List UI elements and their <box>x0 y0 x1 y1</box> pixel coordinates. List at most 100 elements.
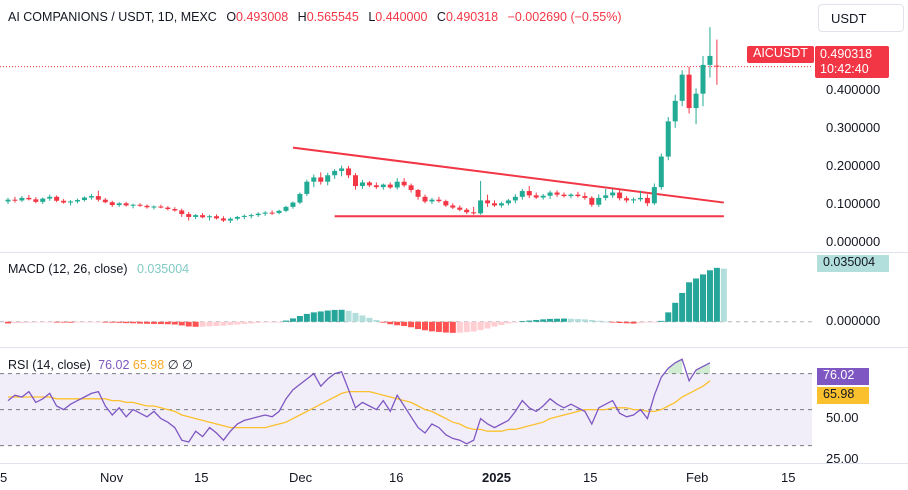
macd-histogram-bar <box>53 321 60 323</box>
macd-histogram-bar <box>595 320 602 322</box>
candle-body <box>109 202 115 206</box>
candle-body <box>102 199 108 203</box>
macd-histogram-bar <box>498 321 505 325</box>
macd-histogram-bar <box>283 320 289 322</box>
candle-body <box>241 215 247 217</box>
candle-body <box>359 182 365 187</box>
candle-body <box>575 194 581 197</box>
na-icon-2: ∅ <box>182 358 193 372</box>
currency-button[interactable]: USDT <box>818 4 904 32</box>
candle-body <box>665 121 671 157</box>
macd-histogram-bar <box>137 321 144 324</box>
macd-histogram-bar <box>574 319 581 322</box>
macd-value-tag: 0.035004 <box>817 255 889 272</box>
candle-body <box>339 168 345 171</box>
candle-body <box>19 197 25 201</box>
bar-countdown: 10:42:40 <box>820 62 869 76</box>
time-axis-label: 16 <box>389 470 404 485</box>
candle-body <box>589 197 595 205</box>
candle-body <box>380 184 386 188</box>
macd-histogram-bar <box>394 321 401 326</box>
macd-histogram-bar <box>422 321 428 331</box>
candle-body <box>193 215 199 217</box>
macd-histogram-bar <box>512 321 519 323</box>
macd-histogram-bar <box>11 321 18 324</box>
macd-histogram-bar <box>241 321 248 324</box>
candle-body <box>325 175 331 182</box>
candle-body <box>137 204 143 206</box>
macd-histogram-bar <box>39 321 46 323</box>
macd-histogram-bar <box>630 321 637 324</box>
candle-body <box>40 198 46 202</box>
rsi-line <box>7 358 711 445</box>
candle-body <box>547 192 553 196</box>
last-price-value: 0.490318 <box>820 47 873 61</box>
candle-body <box>637 197 643 200</box>
candle-body <box>596 197 602 205</box>
macd-legend: MACD (12, 26, close) 0.035004 <box>8 262 189 276</box>
candle-body <box>714 65 720 67</box>
macd-histogram-bar <box>213 321 220 327</box>
macd-histogram-bar <box>150 321 157 324</box>
candle-body <box>415 189 421 197</box>
macd-histogram-bar <box>88 321 95 323</box>
candle-body <box>33 199 39 202</box>
macd-histogram-bar <box>609 321 616 323</box>
candle-body <box>297 193 303 203</box>
macd-histogram-bar <box>679 292 686 322</box>
candle-body <box>81 197 87 201</box>
time-axis-label: 15 <box>194 470 209 485</box>
macd-histogram-bar <box>547 318 554 322</box>
candle-body <box>151 206 157 208</box>
macd-histogram-bar <box>720 268 727 322</box>
macd-histogram-bar <box>408 321 415 328</box>
macd-histogram-bar <box>567 318 574 322</box>
high-value: H0.565545 <box>298 10 359 24</box>
macd-histogram-bar <box>456 321 463 333</box>
macd-histogram-bar <box>206 321 213 327</box>
rsi-legend-value: 76.02 <box>98 358 130 372</box>
macd-histogram-bar <box>540 319 547 322</box>
macd-histogram-bar <box>255 321 262 323</box>
macd-histogram-bar <box>331 309 338 322</box>
rsi-legend: RSI (14, close) 76.02 65.98 ∅ ∅ <box>8 357 193 372</box>
macd-histogram-bar <box>60 321 67 323</box>
candle-body <box>75 200 80 202</box>
candle-body <box>471 212 477 214</box>
macd-histogram-bar <box>164 321 171 325</box>
macd-histogram-bar <box>81 321 88 323</box>
macd-histogram-bar <box>616 321 623 323</box>
macd-histogram-bar <box>317 311 324 322</box>
symbol-price-tag: AICUSDT <box>747 46 814 63</box>
candle-body <box>512 196 518 201</box>
candle-body <box>700 64 706 94</box>
rsi-axis-label: 25.00 <box>826 451 859 466</box>
macd-histogram-bar <box>706 270 713 322</box>
candle-body <box>478 200 484 214</box>
price-axis-label: 0.400000 <box>826 82 881 97</box>
candle-body <box>686 74 692 109</box>
macd-histogram-bar <box>651 321 658 323</box>
low-label: L <box>368 10 376 24</box>
candle-body <box>179 210 185 215</box>
macd-histogram-bar <box>463 321 470 333</box>
candle-body <box>485 200 491 204</box>
candle-body <box>47 196 53 199</box>
macd-legend-value: 0.035004 <box>136 262 190 276</box>
macd-histogram-bar <box>185 321 192 327</box>
rsi-value-tag: 76.02 <box>817 368 869 385</box>
macd-histogram-bar <box>561 318 567 322</box>
macd-histogram-bar <box>623 321 630 324</box>
candle-body <box>498 203 504 206</box>
candle-body <box>679 74 685 101</box>
macd-histogram-bar <box>491 321 498 327</box>
candle-body <box>526 191 532 196</box>
macd-histogram-bar <box>665 312 672 322</box>
candle-body <box>158 206 164 208</box>
macd-histogram-bar <box>477 321 484 331</box>
candle-body <box>207 216 213 218</box>
candle-body <box>450 205 456 208</box>
rsi-ma-value-tag: 65.98 <box>817 387 869 404</box>
macd-histogram-bar <box>366 317 373 322</box>
